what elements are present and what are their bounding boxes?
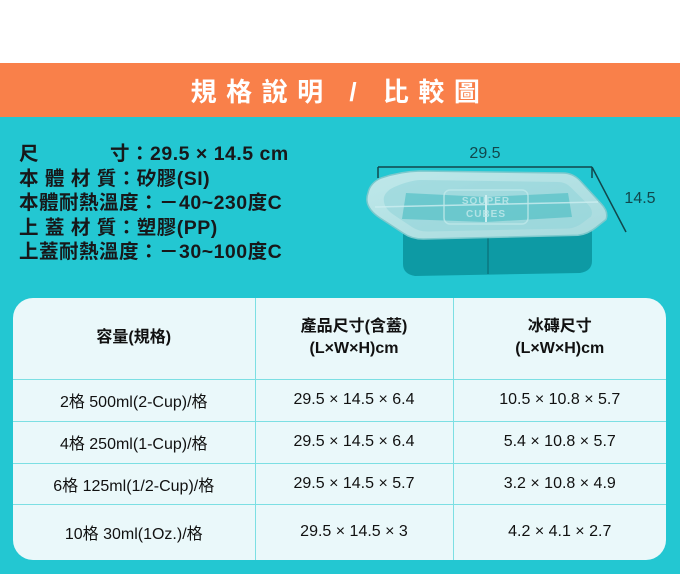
svg-text:29.5: 29.5 — [469, 145, 500, 162]
svg-text:14.5: 14.5 — [624, 190, 655, 207]
svg-text:SOUPER: SOUPER — [462, 196, 510, 207]
svg-text:CUBES: CUBES — [466, 209, 506, 220]
